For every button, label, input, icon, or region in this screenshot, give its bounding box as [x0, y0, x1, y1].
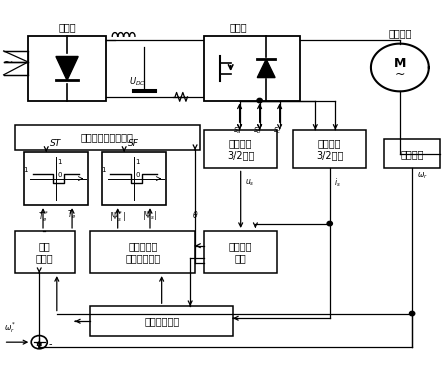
- Text: 0: 0: [135, 172, 140, 178]
- Text: $T_e^*$: $T_e^*$: [38, 209, 48, 224]
- Text: 1: 1: [24, 167, 28, 173]
- Text: 0: 0: [57, 172, 62, 178]
- Text: ST: ST: [50, 138, 61, 148]
- Bar: [15, 125, 199, 150]
- Bar: [204, 36, 300, 101]
- Bar: [15, 231, 75, 273]
- Text: $u_s$: $u_s$: [245, 178, 254, 188]
- Text: 开关电压矢量选择表: 开关电压矢量选择表: [81, 132, 134, 142]
- Text: 速度
控制器: 速度 控制器: [36, 241, 54, 263]
- Text: $U_{DC}$: $U_{DC}$: [129, 76, 146, 88]
- Text: $s_b$: $s_b$: [253, 125, 262, 136]
- Text: 磁链幅值计
算、扇区判断: 磁链幅值计 算、扇区判断: [125, 241, 160, 263]
- Text: $|\Psi_s^*|$: $|\Psi_s^*|$: [109, 209, 126, 224]
- Bar: [293, 130, 366, 168]
- Text: -: -: [48, 339, 52, 349]
- Text: $\theta$: $\theta$: [192, 209, 198, 220]
- Bar: [204, 231, 277, 273]
- Polygon shape: [56, 57, 78, 80]
- Text: $s_a$: $s_a$: [233, 125, 242, 136]
- Circle shape: [257, 98, 262, 103]
- Text: 1: 1: [135, 159, 140, 165]
- Bar: [204, 130, 277, 168]
- Text: $\omega_r$: $\omega_r$: [417, 171, 427, 181]
- Text: 定子磁链
观测: 定子磁链 观测: [229, 241, 252, 263]
- Text: 电磁转矩观测: 电磁转矩观测: [144, 316, 179, 326]
- Circle shape: [327, 221, 332, 226]
- Bar: [384, 139, 440, 168]
- Text: 逆变器: 逆变器: [230, 22, 247, 32]
- Text: 感应电动: 感应电动: [388, 28, 412, 38]
- Circle shape: [409, 311, 415, 316]
- Polygon shape: [257, 59, 275, 78]
- Text: M: M: [394, 57, 406, 70]
- Bar: [28, 36, 106, 101]
- Text: $i_s$: $i_s$: [334, 177, 341, 189]
- Text: 速度检测: 速度检测: [401, 149, 424, 159]
- Text: 1: 1: [102, 167, 106, 173]
- Text: $s_c$: $s_c$: [273, 125, 282, 136]
- Bar: [24, 152, 88, 205]
- Text: 1: 1: [57, 159, 62, 165]
- Text: 定子电压
3/2变换: 定子电压 3/2变换: [227, 138, 254, 160]
- Text: $\omega_r^*$: $\omega_r^*$: [4, 320, 16, 335]
- Text: ~: ~: [2, 56, 13, 68]
- Text: 定子电流
3/2变换: 定子电流 3/2变换: [316, 138, 344, 160]
- Text: 整流器: 整流器: [58, 22, 76, 32]
- Bar: [90, 231, 195, 273]
- Text: $T_e$: $T_e$: [67, 209, 77, 221]
- Text: ~: ~: [395, 68, 405, 81]
- Bar: [90, 306, 233, 336]
- Text: SF: SF: [129, 138, 139, 148]
- Bar: [102, 152, 166, 205]
- Text: $|\Psi_s|$: $|\Psi_s|$: [142, 209, 158, 222]
